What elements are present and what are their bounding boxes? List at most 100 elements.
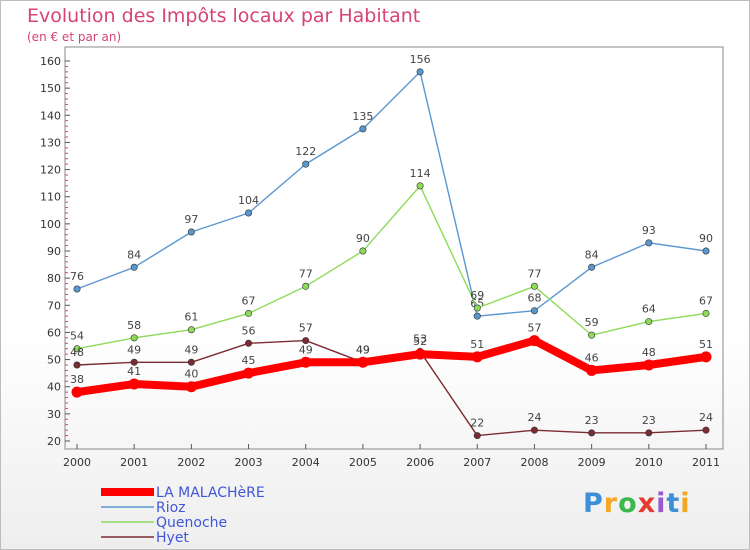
y-tick-label: 120 — [40, 164, 61, 177]
data-point-la-malach-re — [700, 351, 712, 363]
data-label-hyet: 24 — [699, 411, 713, 424]
data-point-la-malach-re — [71, 386, 83, 398]
data-point-rioz — [702, 247, 710, 255]
data-point-la-malach-re — [185, 381, 197, 393]
data-label-la-malach-re: 40 — [184, 368, 198, 381]
data-point-hyet — [702, 426, 710, 434]
data-label-rioz: 84 — [127, 248, 141, 261]
data-point-rioz — [473, 312, 481, 320]
legend-label-la-malachere: LA MALACHèRE — [156, 485, 265, 501]
logo-letter: i — [656, 488, 667, 519]
data-label-rioz: 135 — [352, 110, 373, 123]
data-point-la-malach-re — [128, 378, 140, 390]
x-tick-label: 2008 — [520, 456, 548, 469]
data-label-la-malach-re: 52 — [413, 335, 427, 348]
data-label-la-malach-re: 51 — [699, 338, 713, 351]
logo-letter: x — [637, 488, 657, 519]
data-point-hyet — [530, 426, 538, 434]
data-point-quenoche — [302, 282, 310, 290]
plot-frame — [64, 46, 724, 450]
legend-label-rioz: Rioz — [156, 500, 186, 516]
y-tick-label: 40 — [47, 381, 61, 394]
y-tick-label: 50 — [47, 354, 61, 367]
y-tick-label: 130 — [40, 136, 61, 149]
y-tick-label: 140 — [40, 109, 61, 122]
data-label-la-malach-re: 41 — [127, 365, 141, 378]
data-point-quenoche — [473, 304, 481, 312]
chart-title: Evolution des Impôts locaux par Habitant — [27, 5, 421, 27]
data-point-hyet — [130, 358, 138, 366]
data-point-quenoche — [130, 334, 138, 342]
data-point-quenoche — [73, 345, 81, 353]
x-tick-label: 2004 — [292, 456, 320, 469]
data-label-hyet: 53 — [413, 332, 427, 345]
data-label-quenoche: 67 — [242, 294, 256, 307]
x-tick-label: 2001 — [120, 456, 148, 469]
data-point-quenoche — [359, 247, 367, 255]
legend-label-hyet: Hyet — [156, 530, 189, 546]
data-label-la-malach-re: 49 — [356, 343, 370, 356]
data-label-hyet: 48 — [70, 346, 84, 359]
data-point-quenoche — [702, 309, 710, 317]
data-label-quenoche: 61 — [184, 311, 198, 324]
data-label-hyet: 23 — [642, 414, 656, 427]
data-label-quenoche: 77 — [527, 267, 541, 280]
data-point-la-malach-re — [243, 367, 255, 379]
data-point-la-malach-re — [586, 364, 598, 376]
data-point-quenoche — [416, 182, 424, 190]
data-point-la-malach-re — [528, 335, 540, 347]
y-tick-label: 100 — [40, 218, 61, 231]
data-label-quenoche: 59 — [585, 316, 599, 329]
data-point-rioz — [359, 125, 367, 133]
proxiti-logo: Proxiti — [583, 488, 691, 519]
x-tick-label: 2005 — [349, 456, 377, 469]
data-label-rioz: 104 — [238, 194, 259, 207]
data-point-rioz — [302, 160, 310, 168]
data-label-hyet: 22 — [470, 417, 484, 430]
x-tick-label: 2007 — [463, 456, 491, 469]
data-label-quenoche: 58 — [127, 319, 141, 332]
data-point-hyet — [245, 339, 253, 347]
data-label-hyet: 24 — [527, 411, 541, 424]
data-point-la-malach-re — [300, 356, 312, 368]
y-tick-label: 110 — [40, 191, 61, 204]
logo-letter: t — [666, 488, 681, 519]
series-line-la-malach-re — [73, 336, 710, 397]
y-tick-label: 30 — [47, 408, 61, 421]
data-point-rioz — [73, 285, 81, 293]
data-label-hyet: 23 — [585, 414, 599, 427]
data-label-hyet: 49 — [127, 343, 141, 356]
data-label-la-malach-re: 38 — [70, 373, 84, 386]
data-point-rioz — [588, 263, 596, 271]
data-point-hyet — [187, 358, 195, 366]
data-label-rioz: 156 — [410, 53, 431, 66]
data-point-hyet — [73, 361, 81, 369]
data-point-hyet — [645, 429, 653, 437]
data-point-la-malach-re — [471, 351, 483, 363]
logo-letter: o — [618, 488, 638, 519]
x-tick-label: 2011 — [692, 456, 720, 469]
x-tick-label: 2010 — [635, 456, 663, 469]
logo-letter: i — [680, 488, 691, 519]
data-label-la-malach-re: 49 — [299, 343, 313, 356]
data-point-rioz — [530, 307, 538, 315]
data-label-rioz: 76 — [70, 270, 84, 283]
data-label-quenoche: 114 — [410, 167, 431, 180]
data-label-la-malach-re: 46 — [585, 351, 599, 364]
data-label-quenoche: 90 — [356, 232, 370, 245]
data-label-rioz: 84 — [585, 248, 599, 261]
data-label-rioz: 90 — [699, 232, 713, 245]
data-label-rioz: 97 — [184, 213, 198, 226]
data-label-hyet: 49 — [356, 343, 370, 356]
data-point-rioz — [645, 239, 653, 247]
y-tick-label: 90 — [47, 245, 61, 258]
y-tick-label: 160 — [40, 55, 61, 68]
logo-letter: P — [583, 488, 604, 519]
x-tick-label: 2009 — [578, 456, 606, 469]
y-tick-label: 20 — [47, 435, 61, 448]
data-label-quenoche: 54 — [70, 330, 84, 343]
data-point-rioz — [130, 263, 138, 271]
data-label-rioz: 122 — [295, 145, 316, 158]
